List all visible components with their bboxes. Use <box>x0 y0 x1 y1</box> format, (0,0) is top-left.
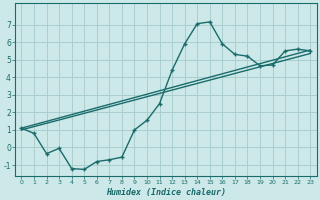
X-axis label: Humidex (Indice chaleur): Humidex (Indice chaleur) <box>106 188 226 197</box>
